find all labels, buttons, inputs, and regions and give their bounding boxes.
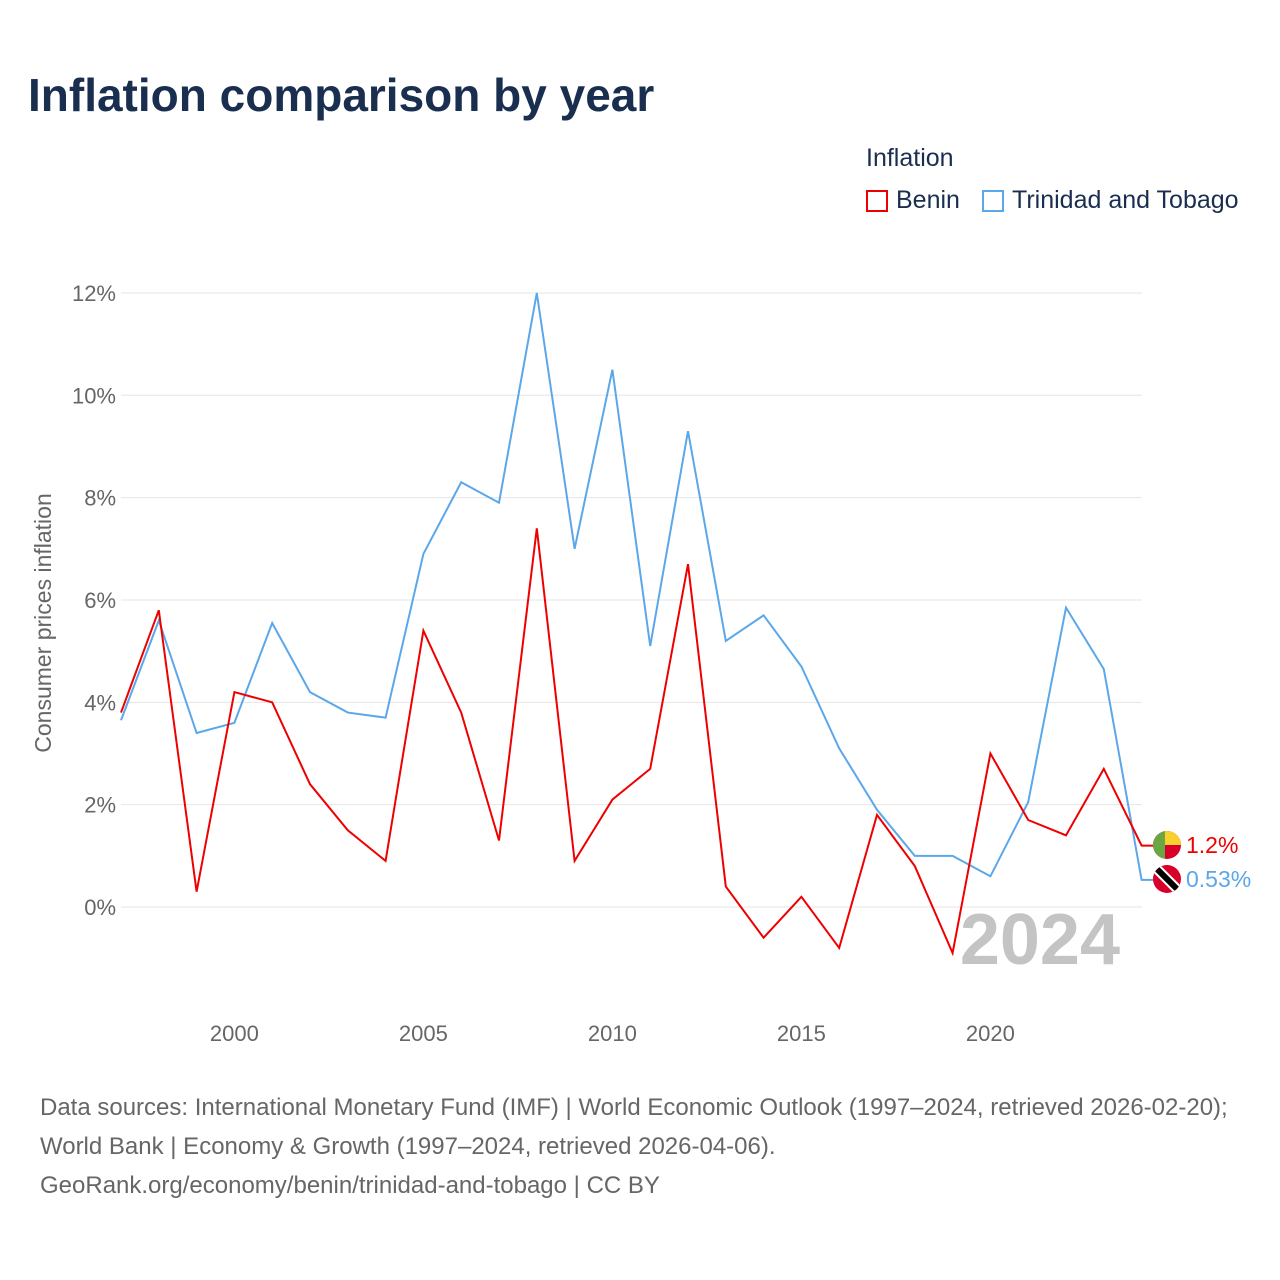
data-point[interactable] xyxy=(118,710,124,716)
y-tick-label: 10% xyxy=(72,383,116,408)
data-point[interactable] xyxy=(950,950,956,956)
data-point[interactable] xyxy=(685,561,691,567)
legend-swatch xyxy=(982,189,1004,212)
data-point[interactable] xyxy=(685,428,691,434)
data-point[interactable] xyxy=(269,699,275,705)
legend-item-benin[interactable]: Benin xyxy=(866,186,960,215)
benin-flag-icon xyxy=(1153,831,1181,859)
y-tick-label: 2% xyxy=(84,793,116,818)
trinidad-flag-icon xyxy=(1153,865,1181,893)
x-tick-label: 2015 xyxy=(777,1021,826,1046)
legend-item-trinidad[interactable]: Trinidad and Tobago xyxy=(982,186,1239,215)
data-point[interactable] xyxy=(723,638,729,644)
data-point[interactable] xyxy=(1139,877,1145,883)
data-point[interactable] xyxy=(798,664,804,670)
data-point[interactable] xyxy=(420,551,426,557)
x-tick-label: 2000 xyxy=(210,1021,259,1046)
data-point[interactable] xyxy=(231,720,237,726)
data-point[interactable] xyxy=(534,525,540,531)
data-point[interactable] xyxy=(912,853,918,859)
data-point[interactable] xyxy=(572,546,578,552)
data-point[interactable] xyxy=(496,837,502,843)
data-point[interactable] xyxy=(1063,605,1069,611)
data-point[interactable] xyxy=(761,935,767,941)
data-point[interactable] xyxy=(874,812,880,818)
series-line-benin xyxy=(120,528,1154,957)
data-point[interactable] xyxy=(307,781,313,787)
data-point[interactable] xyxy=(836,945,842,951)
legend-label: Benin xyxy=(896,186,960,214)
data-point[interactable] xyxy=(231,689,237,695)
y-tick-label: 6% xyxy=(84,588,116,613)
data-point[interactable] xyxy=(194,730,200,736)
data-point[interactable] xyxy=(345,710,351,716)
data-point[interactable] xyxy=(761,612,767,618)
y-tick-label: 12% xyxy=(72,281,116,306)
data-point[interactable] xyxy=(269,620,275,626)
data-point[interactable] xyxy=(647,766,653,772)
data-point[interactable] xyxy=(118,717,124,723)
data-point[interactable] xyxy=(458,710,464,716)
plot-area: 0% 2% 4% 6% 8% 10% 12% 2000 2005 2010 2015 2020 Cons… xyxy=(30,281,1251,1046)
data-point[interactable] xyxy=(1101,666,1107,672)
data-point[interactable] xyxy=(987,750,993,756)
legend-swatch xyxy=(866,189,888,212)
data-point[interactable] xyxy=(572,858,578,864)
chart-title: Inflation comparison by year xyxy=(28,69,655,121)
x-tick-label: 2005 xyxy=(399,1021,448,1046)
data-point[interactable] xyxy=(723,884,729,890)
data-point[interactable] xyxy=(383,858,389,864)
data-point[interactable] xyxy=(1025,799,1031,805)
source-line: Data sources: International Monetary Fun… xyxy=(40,1094,1228,1160)
y-tick-label: 8% xyxy=(84,486,116,511)
data-point[interactable] xyxy=(609,797,615,803)
y-axis-label: Consumer prices inflation xyxy=(30,493,56,753)
end-value-label: 0.53% xyxy=(1186,866,1251,892)
legend-label: Trinidad and Tobago xyxy=(1012,186,1239,214)
source-link[interactable]: GeoRank.org/economy/benin/trinidad-and-t… xyxy=(40,1172,660,1199)
end-value-label: 1.2% xyxy=(1186,832,1238,858)
data-point[interactable] xyxy=(836,745,842,751)
data-point[interactable] xyxy=(345,827,351,833)
data-point[interactable] xyxy=(1101,766,1107,772)
data-point[interactable] xyxy=(987,873,993,879)
data-point[interactable] xyxy=(609,367,615,373)
data-point[interactable] xyxy=(950,853,956,859)
data-point[interactable] xyxy=(496,500,502,506)
data-point[interactable] xyxy=(156,607,162,613)
data-point[interactable] xyxy=(534,290,540,296)
series-line-trinidad xyxy=(120,292,1154,881)
data-point[interactable] xyxy=(647,643,653,649)
year-watermark: 2024 xyxy=(960,900,1120,980)
x-tick-label: 2010 xyxy=(588,1021,637,1046)
data-point[interactable] xyxy=(798,894,804,900)
data-point[interactable] xyxy=(307,689,313,695)
y-tick-label: 0% xyxy=(84,895,116,920)
source-note: Data sources: International Monetary Fun… xyxy=(40,1088,1250,1205)
data-point[interactable] xyxy=(1139,843,1145,849)
data-point[interactable] xyxy=(420,628,426,634)
data-point[interactable] xyxy=(1063,832,1069,838)
data-point[interactable] xyxy=(912,863,918,869)
data-point[interactable] xyxy=(458,479,464,485)
y-tick-label: 4% xyxy=(84,690,116,715)
data-point[interactable] xyxy=(874,807,880,813)
data-point[interactable] xyxy=(383,715,389,721)
x-tick-label: 2020 xyxy=(966,1021,1015,1046)
data-point[interactable] xyxy=(194,889,200,895)
data-point[interactable] xyxy=(1025,817,1031,823)
legend-title: Inflation xyxy=(866,144,954,172)
